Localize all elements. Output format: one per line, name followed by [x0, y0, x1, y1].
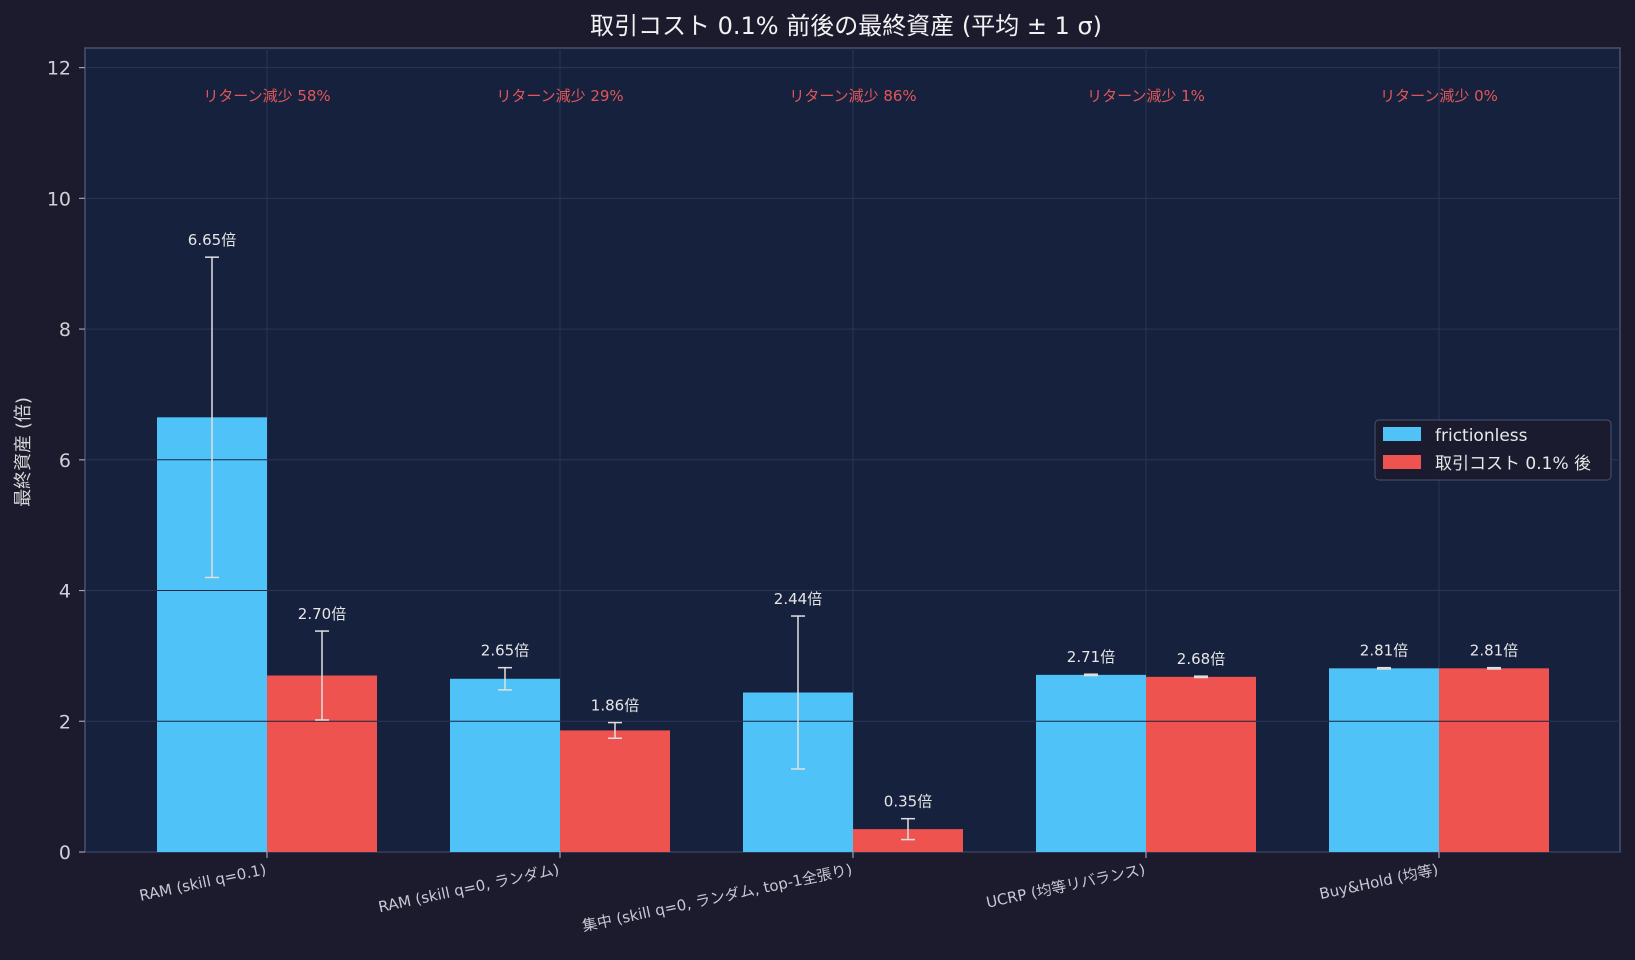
bar [1329, 668, 1439, 852]
data-label: 2.68倍 [1177, 650, 1225, 668]
bar [450, 678, 560, 852]
bar [1439, 668, 1549, 852]
x-tick-label: RAM (skill q=0.1) [138, 860, 268, 904]
reduction-annotation: リターン減少 1% [1087, 87, 1205, 105]
y-tick-label: 10 [47, 188, 71, 210]
error-bars [205, 256, 1501, 841]
data-label: 0.35倍 [884, 793, 932, 811]
reduction-annotation: リターン減少 58% [203, 87, 330, 105]
reduction-annotation: リターン減少 86% [789, 87, 916, 105]
gridline-overlay [157, 459, 1549, 722]
legend: frictionless 取引コスト 0.1% 後 [1374, 419, 1612, 481]
bar [560, 730, 670, 852]
data-label: 2.81倍 [1470, 642, 1518, 660]
bar [1036, 674, 1146, 852]
y-tick-label: 4 [59, 581, 71, 603]
legend-swatch-cost [1383, 455, 1421, 469]
y-axis: 0 2 4 6 8 10 12 [47, 58, 85, 864]
x-tick-label: 集中 (skill q=0, ランダム, top-1全張り) [581, 860, 854, 935]
bar [853, 829, 963, 852]
chart-title: 取引コスト 0.1% 前後の最終資産 (平均 ± 1 σ) [590, 12, 1102, 40]
y-tick-label: 2 [59, 711, 71, 733]
data-label: 2.71倍 [1067, 648, 1115, 666]
y-tick-label: 6 [59, 450, 71, 472]
data-labels: 6.65倍 2.65倍 2.44倍 2.71倍 2.81倍 2.70倍 1.86倍 0.35倍… [188, 231, 1518, 810]
y-tick-label: 12 [47, 58, 71, 80]
data-label: 2.70倍 [298, 605, 346, 623]
legend-label-cost: 取引コスト 0.1% 後 [1435, 454, 1591, 474]
y-tick-label: 0 [59, 842, 71, 864]
x-tick-label: Buy&Hold (均等) [1318, 860, 1440, 903]
x-axis: RAM (skill q=0.1) RAM (skill q=0, ランダム) 集中… [138, 852, 1440, 935]
x-tick-label: RAM (skill q=0, ランダム) [377, 860, 561, 916]
annotations: リターン減少 58% リターン減少 29% リターン減少 86% リターン減少 1% リ… [203, 87, 1498, 105]
reduction-annotation: リターン減少 29% [496, 87, 623, 105]
legend-swatch-frictionless [1383, 427, 1421, 441]
bar [1146, 676, 1256, 852]
data-label: 1.86倍 [591, 697, 639, 715]
legend-label-frictionless: frictionless [1435, 426, 1528, 446]
legend-box [1374, 419, 1612, 481]
reduction-annotation: リターン減少 0% [1380, 87, 1498, 105]
x-tick-label: UCRP (均等リバランス) [985, 860, 1147, 911]
data-label: 2.81倍 [1360, 642, 1408, 660]
y-axis-label: 最終資産 (倍) [13, 397, 34, 507]
y-tick-label: 8 [59, 319, 71, 341]
data-label: 2.44倍 [774, 590, 822, 608]
data-label: 2.65倍 [481, 642, 529, 660]
data-label: 6.65倍 [188, 231, 236, 249]
